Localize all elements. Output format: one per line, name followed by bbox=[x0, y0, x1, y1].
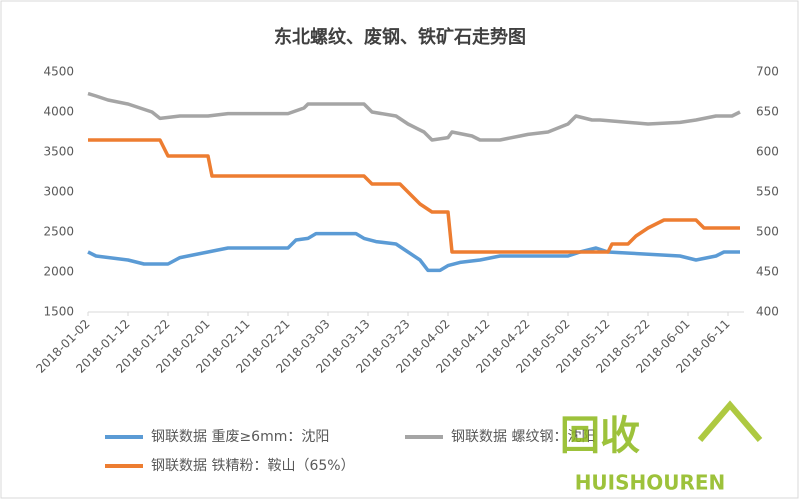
y-tick-label: 2500 bbox=[43, 225, 74, 239]
y2-tick-label: 400 bbox=[756, 305, 779, 319]
watermark-icon bbox=[697, 400, 763, 442]
series-line bbox=[88, 138, 740, 254]
y2-tick-label: 600 bbox=[756, 145, 779, 159]
watermark: 回收 HUISHOUREN bbox=[560, 400, 763, 495]
legend-label: 钢联数据 螺纹钢：沈阳 bbox=[451, 429, 595, 445]
y-tick-label: 4500 bbox=[43, 65, 74, 79]
y-tick-label: 1500 bbox=[43, 305, 74, 319]
y-tick-label: 3000 bbox=[43, 185, 74, 199]
y2-tick-label: 450 bbox=[756, 265, 779, 279]
series-line bbox=[87, 231, 740, 273]
y-tick-label: 2000 bbox=[43, 265, 74, 279]
legend-label: 钢联数据 重废≥6mm：沈阳 bbox=[151, 429, 329, 445]
series-line bbox=[87, 91, 741, 142]
y2-tick-label: 700 bbox=[756, 65, 779, 79]
chart-title: 东北螺纹、废钢、铁矿石走势图 bbox=[274, 26, 526, 48]
y2-tick-label: 500 bbox=[756, 225, 779, 239]
watermark-icon-text: 回收 bbox=[560, 413, 640, 459]
y2-tick-label: 650 bbox=[756, 105, 779, 119]
watermark-brand: HUISHOUREN bbox=[575, 471, 726, 495]
y-tick-label: 3500 bbox=[43, 145, 74, 159]
y-tick-label: 4000 bbox=[43, 105, 74, 119]
legend-label: 钢联数据 铁精粉：鞍山（65%） bbox=[151, 458, 355, 474]
y2-tick-label: 550 bbox=[756, 185, 779, 199]
